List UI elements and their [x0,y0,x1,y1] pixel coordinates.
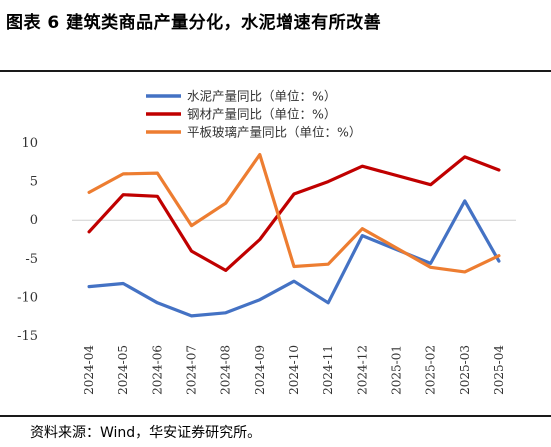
x-tick-label: 2024-07 [185,345,199,395]
x-tick-label: 2024-05 [116,345,130,395]
y-tick-label: 10 [21,136,38,151]
bottom-rule [0,415,551,417]
figure-title: 图表 6 建筑类商品产量分化，水泥增速有所改善 [6,13,382,33]
x-tick-label: 2025-03 [458,345,472,395]
y-axis: 10 5 0 -5 -10 -15 [17,136,38,344]
x-tick-label: 2024-08 [219,345,233,395]
legend-label-3: 平板玻璃产量同比（单位：%） [187,125,361,140]
y-tick-label: 5 [30,175,38,190]
legend: 水泥产量同比（单位：%） 钢材产量同比（单位：%） 平板玻璃产量同比（单位：%） [146,89,361,140]
y-tick-label: -5 [25,252,38,267]
x-tick-label: 2024-04 [82,345,96,395]
y-tick-label: -15 [17,329,38,344]
series-lines [87,153,501,318]
x-tick-label: 2024-09 [253,345,267,395]
series-line-1 [87,199,501,318]
x-tick-label: 2024-06 [150,345,164,395]
x-tick-label: 2024-10 [287,345,301,395]
top-rule [0,70,551,72]
series-line-3 [87,153,501,274]
x-tick-label: 2025-01 [389,345,403,395]
x-tick-label: 2024-11 [321,345,335,395]
y-tick-label: -10 [17,290,38,305]
y-tick-label: 0 [30,213,38,228]
legend-label-1: 水泥产量同比（单位：%） [187,89,336,104]
x-tick-labels: 2024-04 2024-05 2024-06 2024-07 2024-08 2024-… [82,345,506,395]
x-tick-label: 2024-12 [355,345,369,395]
legend-label-2: 钢材产量同比（单位：%） [187,107,336,122]
source-note: 资料来源：Wind，华安证券研究所。 [30,425,262,441]
x-tick-label: 2025-04 [492,345,506,395]
x-tick-label: 2025-02 [424,345,438,395]
series-line-2 [87,155,501,272]
